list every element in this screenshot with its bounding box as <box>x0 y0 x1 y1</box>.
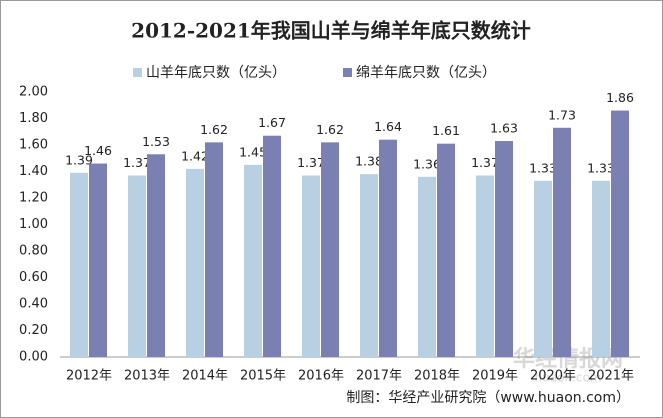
legend-label: 绵羊年底只数（亿头） <box>356 64 496 81</box>
data-label: 1.46 <box>84 143 112 158</box>
data-label: 1.53 <box>142 134 170 149</box>
data-label: 1.61 <box>432 123 460 138</box>
data-label: 1.39 <box>65 152 93 167</box>
bar <box>592 180 610 357</box>
data-label: 1.37 <box>123 155 151 170</box>
x-tick-label: 2017年 <box>356 369 402 384</box>
data-label: 1.45 <box>239 144 267 159</box>
bar <box>89 163 107 357</box>
source: 制图：华经产业研究院（www.huaon.com） <box>346 390 630 406</box>
bar <box>379 139 397 357</box>
x-tick-label: 2021年 <box>588 369 634 384</box>
x-tick-label: 2015年 <box>240 369 286 384</box>
y-tick-label: 1.40 <box>19 164 48 179</box>
bar <box>147 154 165 357</box>
chart-title: 2012-2021年我国山羊与绵羊年底只数统计 <box>131 19 531 43</box>
bar <box>186 168 204 357</box>
watermark: huaon.com <box>535 371 602 385</box>
data-label: 1.36 <box>413 156 441 171</box>
legend-swatch <box>133 68 142 77</box>
data-label: 1.86 <box>606 90 634 105</box>
bar <box>128 175 146 357</box>
y-tick-label: 1.80 <box>19 111 48 126</box>
data-label: 1.33 <box>529 160 557 175</box>
y-tick-label: 1.20 <box>19 191 48 206</box>
x-tick-label: 2013年 <box>124 369 170 384</box>
bar <box>553 127 571 358</box>
bar <box>302 175 320 357</box>
y-tick-label: 0.00 <box>19 350 48 365</box>
x-tick-label: 2020年 <box>530 369 576 384</box>
y-tick-label: 1.00 <box>19 217 48 232</box>
x-tick-label: 2019年 <box>472 369 518 384</box>
data-label: 1.73 <box>548 107 576 122</box>
legend-swatch <box>343 68 352 77</box>
y-tick-label: 1.60 <box>19 138 48 153</box>
x-tick-label: 2014年 <box>182 369 228 384</box>
y-tick-label: 0.20 <box>19 323 48 338</box>
bar <box>205 142 223 357</box>
bar <box>263 135 281 357</box>
y-tick-label: 0.80 <box>19 244 48 259</box>
bar <box>437 143 455 357</box>
data-label: 1.67 <box>258 115 286 130</box>
data-label: 1.37 <box>471 155 499 170</box>
x-tick-label: 2016年 <box>298 369 344 384</box>
data-label: 1.62 <box>316 122 344 137</box>
bar <box>495 141 513 357</box>
data-label: 1.62 <box>200 122 228 137</box>
bar <box>611 110 629 357</box>
bar <box>534 180 552 357</box>
data-label: 1.33 <box>587 160 615 175</box>
legend-label: 山羊年底只数（亿头） <box>146 65 286 81</box>
data-label: 1.64 <box>374 119 402 134</box>
y-tick-label: 2.00 <box>19 85 48 100</box>
bar <box>70 172 88 357</box>
bar <box>244 164 262 357</box>
data-label: 1.63 <box>490 121 518 136</box>
bar <box>418 176 436 357</box>
data-label: 1.42 <box>181 148 209 163</box>
x-tick-label: 2012年 <box>66 369 112 384</box>
data-label: 1.37 <box>297 155 325 170</box>
y-tick-label: 0.40 <box>19 297 48 312</box>
bar <box>321 142 339 357</box>
bar <box>476 175 494 357</box>
y-tick-label: 0.60 <box>19 270 48 285</box>
data-label: 1.38 <box>355 154 383 169</box>
bar <box>360 174 378 357</box>
x-tick-label: 2018年 <box>414 369 460 384</box>
